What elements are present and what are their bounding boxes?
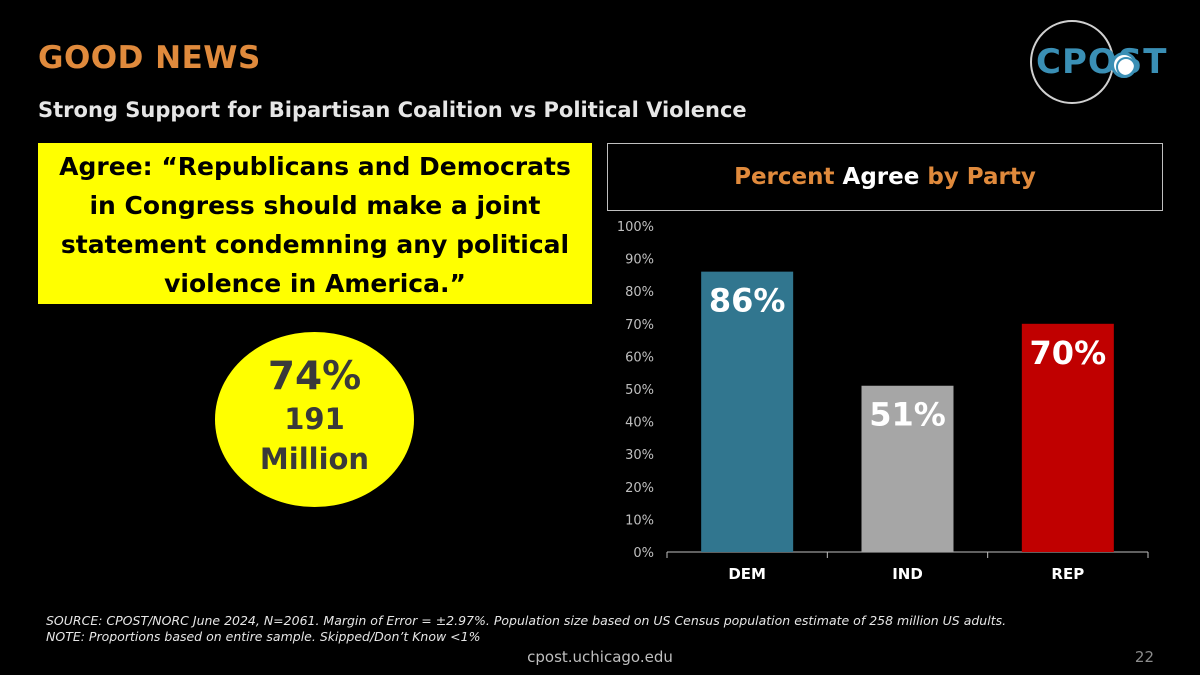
y-tick-label: 0% (633, 546, 654, 561)
survey-question-box: Agree: “Republicans and Democrats in Con… (38, 143, 592, 304)
y-tick-label: 60% (625, 350, 654, 365)
quote-line: in Congress should make a joint (89, 191, 541, 220)
bar-rep (1021, 323, 1114, 552)
source-line: SOURCE: CPOST/NORC June 2024, N=2061. Ma… (46, 613, 1007, 628)
data-label-rep: 70% (1030, 334, 1107, 372)
footer-url[interactable]: cpost.uchicago.edu (527, 648, 673, 666)
y-tick-label: 20% (625, 481, 654, 496)
data-label-dem: 86% (709, 282, 786, 320)
chart-title: Percent Agree by Party (607, 143, 1163, 211)
y-tick-label: 80% (625, 285, 654, 300)
x-tick-label: IND (892, 565, 923, 583)
bar-dem (701, 271, 794, 552)
slide-subheading: Strong Support for Bipartisan Coalition … (38, 98, 747, 122)
quote-line: Agree: “Republicans and Democrats (59, 152, 571, 181)
x-tick-label: DEM (728, 565, 766, 583)
chart-title-part: by Party (919, 164, 1036, 190)
stat-number: 191 (284, 402, 345, 436)
y-tick-label: 50% (625, 383, 654, 398)
stat-percent: 74% (267, 354, 362, 399)
y-tick-label: 30% (625, 448, 654, 463)
page-number: 22 (1134, 648, 1154, 666)
y-tick-label: 10% (625, 513, 654, 528)
chart-title-part: Percent (734, 164, 843, 190)
quote-line: violence in America.” (164, 269, 466, 298)
y-tick-label: 100% (617, 220, 654, 235)
cpost-logo: CPOST (1030, 20, 1190, 104)
y-tick-label: 40% (625, 416, 654, 431)
globe-icon (1111, 52, 1137, 78)
logo-text: CPOST (1036, 42, 1168, 82)
slide-heading: GOOD NEWS (38, 40, 261, 76)
y-tick-label: 90% (625, 253, 654, 268)
quote-line: statement condemning any political (60, 230, 570, 259)
source-note: SOURCE: CPOST/NORC June 2024, N=2061. Ma… (46, 613, 1006, 645)
data-label-ind: 51% (869, 396, 946, 434)
stat-unit: Million (259, 442, 370, 476)
chart-title-highlight: Agree (842, 164, 920, 190)
x-tick-label: REP (1051, 565, 1084, 583)
bar-chart: 0% 10% 20% 30% 40% 50% 60% 70% 80% 90% 100% 86% DEM 5… (617, 220, 1149, 583)
summary-stat-circle: 74% 191 Million (215, 332, 414, 507)
y-tick-label: 70% (625, 318, 654, 333)
note-line: NOTE: Proportions based on entire sample… (46, 629, 481, 644)
bar-ind (861, 385, 954, 552)
